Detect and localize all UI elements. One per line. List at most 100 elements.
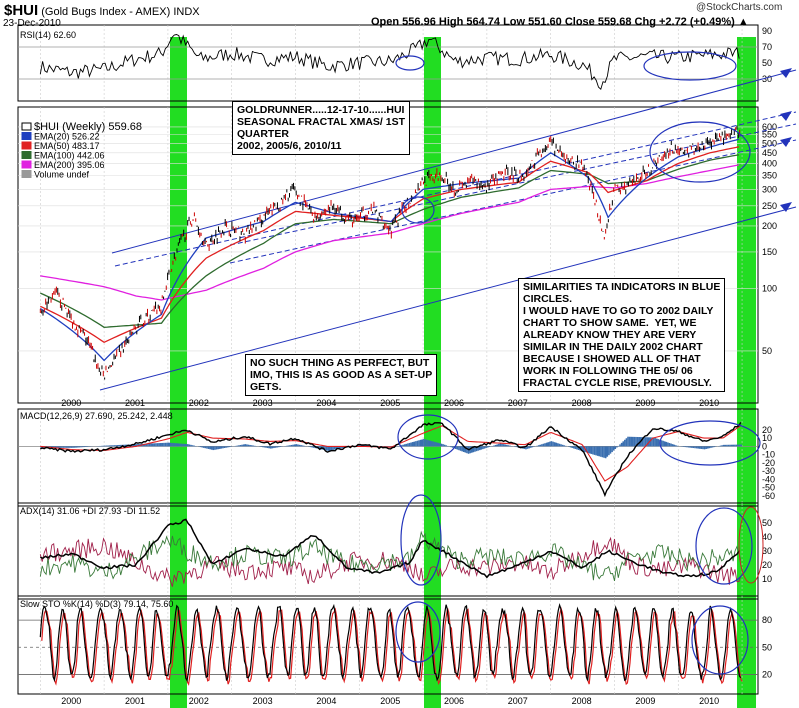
macd-hist-bar: [734, 444, 736, 447]
macd-hist-bar: [201, 446, 204, 448]
macd-hist-bar: [158, 443, 160, 447]
macd-hist-bar: [325, 446, 328, 451]
macd-tick-label: -40: [762, 474, 775, 484]
ema20-line: [39, 138, 740, 362]
quote-line: Open 556.96 High 564.74 Low 551.60 Close…: [371, 16, 749, 28]
macd-hist-bar: [405, 443, 408, 447]
price-tick-label: 100: [762, 283, 777, 293]
macd-hist-bar: [210, 446, 213, 450]
sto-k-line: [39, 603, 742, 683]
macd-tick-label: 0: [762, 441, 767, 451]
macd-hist-bar: [437, 442, 440, 447]
macd-hist-bar: [137, 444, 140, 447]
macd-hist-bar: [706, 446, 709, 449]
macd-hist-bar: [614, 446, 617, 450]
macd-hist-bar: [593, 446, 596, 455]
macd-hist-bar: [156, 443, 159, 447]
macd-hist-bar: [596, 446, 599, 456]
macd-hist-bar: [416, 440, 419, 447]
macd-hist-bar: [183, 443, 186, 447]
macd-hist-bar: [421, 439, 424, 447]
macd-hist-bar: [136, 444, 138, 447]
macd-hist-bar: [644, 437, 647, 447]
macd-hist-bar: [683, 446, 685, 447]
adx-tick-label: 10: [762, 574, 772, 584]
channel-arrowhead: [780, 111, 792, 121]
similarities-note: SIMILARITIES TA INDICATORS IN BLUE CIRCL…: [518, 278, 726, 392]
macd-hist-bar: [104, 445, 106, 447]
macd-hist-bar: [705, 446, 707, 449]
annotation-circle: [400, 494, 442, 586]
channel-arrowhead: [780, 202, 792, 212]
macd-hist-bar: [340, 446, 342, 449]
macd-hist-bar: [147, 443, 149, 447]
macd-hist-bar: [700, 446, 703, 449]
macd-hist-bar: [62, 446, 65, 448]
macd-hist-bar: [719, 445, 722, 447]
macd-hist-bar: [588, 446, 591, 454]
macd-hist-bar: [335, 446, 337, 450]
macd-hist-bar: [654, 438, 656, 447]
macd-hist-bar: [206, 446, 208, 449]
macd-hist-bar: [300, 445, 302, 447]
macd-hist-bar: [670, 443, 672, 447]
annotation-circle-red: [738, 506, 764, 584]
macd-hist-bar: [730, 444, 733, 447]
price-tick-label: 400: [762, 158, 777, 168]
macd-hist-bar: [509, 445, 511, 447]
macd-hist-bar: [269, 446, 272, 449]
macd-hist-bar: [289, 445, 291, 447]
macd-hist-bar: [159, 443, 162, 447]
macd-hist-bar: [735, 444, 738, 447]
macd-hist-bar: [464, 446, 467, 453]
macd-hist-bar: [459, 446, 462, 451]
macd-hist-bar: [600, 446, 602, 457]
macd-hist-bar: [188, 444, 191, 447]
legend-label-ema50: EMA(50) 483.17: [34, 141, 100, 151]
macd-hist-bar: [539, 444, 542, 447]
macd-hist-bar: [143, 443, 146, 447]
macd-hist-bar: [571, 446, 574, 448]
x-tick-label-lower: 2000: [61, 696, 81, 706]
macd-hist-bar: [225, 446, 227, 448]
macd-hist-bar: [80, 446, 82, 448]
macd-hist-bar: [695, 446, 698, 449]
macd-hist-bar: [612, 446, 615, 451]
macd-hist-bar: [249, 444, 251, 447]
macd-hist-bar: [710, 446, 712, 448]
macd-hist-bar: [619, 444, 621, 447]
macd-hist-bar: [313, 446, 315, 448]
macd-hist-bar: [199, 446, 202, 448]
macd-hist-bar: [266, 446, 269, 449]
macd-hist-bar: [228, 446, 231, 448]
macd-hist-bar: [692, 446, 695, 449]
macd-hist-bar: [470, 446, 473, 453]
macd-hist-bar: [403, 444, 406, 447]
macd-hist-bar: [212, 446, 215, 451]
chart-title: $HUI (Gold Bugs Index - AMEX) INDX: [4, 2, 200, 19]
macd-hist-bar: [298, 444, 301, 447]
highlight-band: [170, 37, 187, 708]
macd-hist-bar: [477, 446, 479, 451]
macd-hist-bar: [427, 440, 430, 447]
macd-line: [40, 422, 742, 498]
channel-arrowhead: [780, 68, 792, 78]
macd-hist-bar: [632, 436, 634, 447]
macd-hist-bar: [506, 444, 508, 447]
macd-hist-bar: [687, 446, 690, 448]
macd-hist-bar: [292, 444, 294, 447]
macd-hist-bar: [40, 446, 42, 448]
adx-line: [40, 518, 741, 579]
macd-hist-bar: [69, 446, 71, 448]
macd-hist-bar: [241, 444, 243, 447]
macd-hist-bar: [155, 443, 157, 447]
macd-hist-bar: [67, 446, 70, 448]
chart-date: 23-Dec-2010: [3, 18, 61, 29]
x-tick-label-upper: 2005: [380, 398, 400, 408]
x-tick-label-upper: 2002: [189, 398, 209, 408]
macd-hist-bar: [223, 446, 226, 448]
macd-hist-bar: [582, 446, 585, 452]
macd-hist-bar: [408, 442, 411, 447]
plus-di-line: [39, 530, 742, 582]
legend-label-price: $HUI (Weekly) 559.68: [34, 121, 142, 133]
